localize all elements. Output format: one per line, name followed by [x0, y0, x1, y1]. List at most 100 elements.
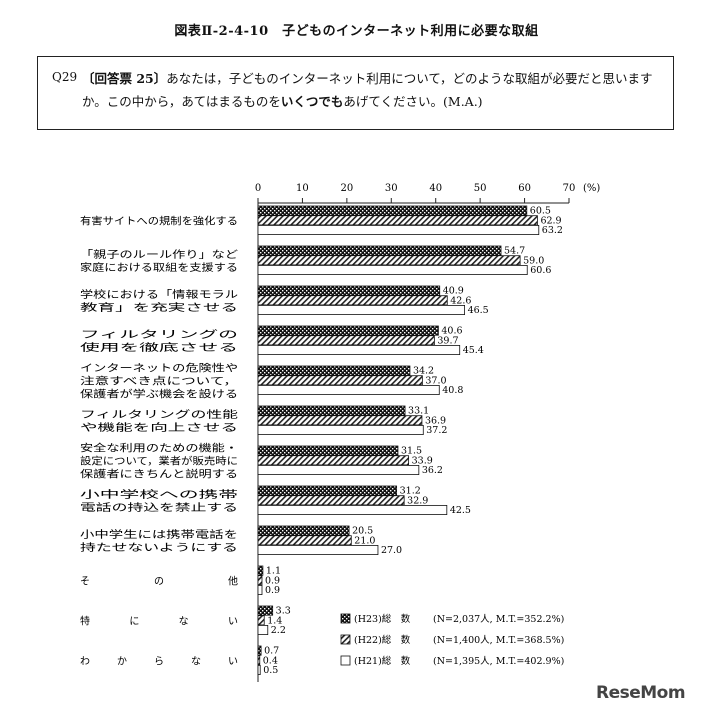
bar-value-label: 46.5 — [468, 305, 489, 316]
legend-swatch-dots — [340, 613, 351, 624]
bar-dots — [257, 405, 406, 416]
bar-value-label: 0.9 — [265, 585, 280, 596]
bar-white — [257, 464, 420, 475]
legend-swatch-hatch — [340, 634, 351, 645]
bar-value-label: 1.1 — [266, 566, 281, 577]
x-tick-label: 0 — [255, 183, 261, 194]
bar-white — [257, 384, 440, 395]
bar-value-label: 34.2 — [413, 366, 434, 377]
bar-value-label: 54.7 — [504, 246, 525, 257]
bar-hatch — [257, 255, 521, 266]
bar-value-label: 60.5 — [530, 206, 551, 217]
bar-dots — [257, 525, 350, 536]
resemom-logo: ReseMom — [596, 683, 686, 703]
bar-value-label: 60.6 — [530, 265, 551, 276]
bar-value-label: 36.2 — [422, 465, 443, 476]
category-label: フィルタリングの — [80, 328, 238, 341]
bar-value-label: 59.0 — [523, 255, 544, 266]
bar-white — [257, 585, 263, 596]
category-label: 小中学生には携帯電話を — [80, 528, 238, 541]
bar-hatch — [257, 455, 410, 466]
bar-dots — [257, 485, 398, 496]
category-label: その他 — [80, 575, 238, 588]
bar-dots — [257, 605, 274, 616]
bar-dots — [257, 245, 502, 256]
bar-value-label: 37.2 — [426, 425, 447, 436]
bar-value-label: 42.5 — [450, 505, 471, 516]
legend-swatch-white — [340, 655, 351, 666]
bar-hatch — [257, 655, 261, 666]
legend-series-note: (N=1,400人, M.T.=368.5%) — [433, 635, 564, 646]
legend-series-name: (H21)総 数 — [354, 655, 411, 667]
bar-hatch — [257, 375, 423, 386]
x-tick-label: 70 — [563, 183, 576, 194]
bar-value-label: 31.2 — [400, 486, 421, 497]
bar-value-label: 0.9 — [265, 575, 280, 586]
bar-value-label: 0.5 — [263, 665, 278, 676]
category-label: 特にない — [80, 616, 238, 628]
bar-hatch — [257, 295, 448, 306]
bar-value-label: 0.4 — [263, 655, 278, 666]
bar-value-label: 40.6 — [441, 326, 462, 337]
bar-dots — [257, 325, 439, 336]
question-text: 〔回答票 25〕あなたは，子どものインターネット利用について，どのような取組が必… — [82, 67, 667, 113]
category-label: 「親子のルール作り」など — [80, 248, 238, 261]
bar-hatch — [257, 495, 405, 506]
bar-value-label: 21.0 — [354, 535, 375, 546]
bar-hatch — [257, 215, 538, 226]
legend-series-note: (N=1,395人, M.T.=402.9%) — [433, 656, 564, 667]
category-label: や機能を向上させる — [80, 421, 238, 434]
bar-value-label: 40.9 — [443, 286, 464, 297]
question-ref: 〔回答票 25〕 — [82, 71, 167, 86]
bar-dots — [257, 445, 399, 456]
legend-series-name: (H22)総 数 — [354, 634, 411, 646]
bar-white — [257, 665, 261, 676]
bar-dots — [257, 285, 441, 296]
category-label: 有害サイトへの規制を強化する — [80, 215, 238, 228]
unit-label: (%) — [583, 183, 600, 194]
legend-series-name: (H23)総 数 — [354, 613, 411, 625]
category-label: 持たせないようにする — [80, 541, 238, 554]
bar-value-label: 33.9 — [412, 455, 433, 466]
category-label: 教育」を充実させる — [80, 301, 238, 314]
bars-layer: 60.562.963.2 54.759.060.6 40.942.646.5 40.6… — [257, 205, 563, 676]
bar-value-label: 2.2 — [271, 625, 286, 636]
category-label: 電話の持込を禁止する — [80, 501, 238, 514]
bar-value-label: 31.5 — [401, 446, 422, 457]
bar-value-label: 32.9 — [407, 495, 428, 506]
bar-dots — [257, 365, 411, 376]
legend: (H23)総 数 (N=2,037人, M.T.=352.2%) (H22)総 数 (… — [340, 613, 564, 667]
legend-series-note: (N=2,037人, M.T.=352.2%) — [433, 614, 564, 625]
question-number: Q29 — [52, 70, 78, 84]
question-text-after: あげてください。(M.A.) — [343, 94, 483, 109]
bar-hatch — [257, 535, 352, 546]
axis-layer: 0 10 20 30 40 50 60 70 (%) — [255, 183, 600, 682]
bar-hatch — [257, 615, 265, 626]
bar-dots — [257, 645, 262, 656]
category-label: 設定について，業者が販売時に — [80, 455, 238, 468]
bar-white — [257, 504, 448, 515]
category-label: 保護者にきちんと説明する — [80, 468, 238, 481]
bar-hatch — [257, 335, 435, 346]
bar-value-label: 45.4 — [463, 345, 484, 356]
bar-white — [257, 424, 424, 435]
bar-dots — [257, 565, 264, 576]
bar-value-label: 1.4 — [267, 615, 282, 626]
bar-dots — [257, 205, 528, 216]
category-label: 安全な利用のための機能・ — [80, 442, 238, 455]
category-label: 家庭における取組を支援する — [80, 261, 238, 274]
category-label: 使用を徹底させる — [80, 341, 238, 354]
category-label: 注意すべき点について， — [80, 375, 238, 388]
category-label: 保護者が学ぶ機会を設ける — [80, 388, 238, 401]
question-box: Q29 〔回答票 25〕あなたは，子どものインターネット利用について，どのような… — [37, 56, 674, 130]
bar-value-label: 20.5 — [352, 526, 373, 537]
bar-hatch — [257, 575, 263, 586]
bar-hatch — [257, 415, 423, 426]
figure-title: 図表Ⅱ-2-4-10 子どものインターネット利用に必要な取組 — [174, 24, 539, 39]
category-label: わからない — [80, 656, 238, 668]
bar-white — [257, 344, 461, 355]
bar-value-label: 42.6 — [450, 295, 471, 306]
question-text-before: あなたは，子どものインターネット利用について，どのような取組が必要だと思いますか… — [82, 71, 653, 109]
x-tick-label: 40 — [429, 183, 442, 194]
